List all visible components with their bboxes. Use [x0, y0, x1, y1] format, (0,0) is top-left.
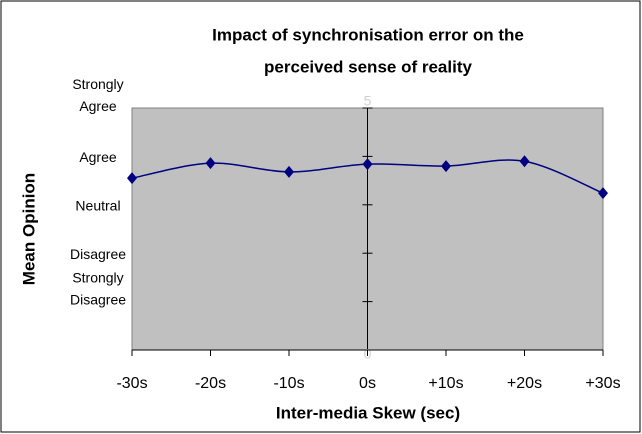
x-axis-title: Inter-media Skew (sec) — [276, 403, 460, 422]
x-tick-label: +30s — [585, 375, 620, 392]
data-point — [519, 155, 530, 168]
x-tick-label: 0s — [359, 375, 376, 392]
y-tick-label: Disagree — [70, 246, 126, 262]
x-tick-label: -10s — [273, 375, 304, 392]
data-point — [284, 165, 294, 178]
y-axis-end-label: 5 — [364, 93, 372, 109]
y-axis-title: Mean Opinion — [19, 173, 38, 285]
y-tick-label: Strongly Disagree — [70, 269, 126, 307]
x-tick-label: +20s — [507, 375, 542, 392]
data-point — [598, 187, 608, 200]
chart-title: Impact of synchronisation error on the — [212, 25, 524, 44]
y-tick-label: Agree — [79, 149, 117, 165]
y-tick-label: Strongly Agree — [72, 76, 123, 114]
chart-title: perceived sense of reality — [264, 57, 472, 76]
data-point — [441, 160, 451, 173]
data-point — [205, 157, 216, 170]
data-point — [362, 158, 373, 171]
y-tick-label: Neutral — [75, 198, 120, 214]
x-tick-label: -30s — [116, 375, 147, 392]
x-tick-label: +10s — [428, 375, 463, 392]
data-point — [127, 172, 137, 185]
x-tick-label: -20s — [195, 375, 226, 392]
